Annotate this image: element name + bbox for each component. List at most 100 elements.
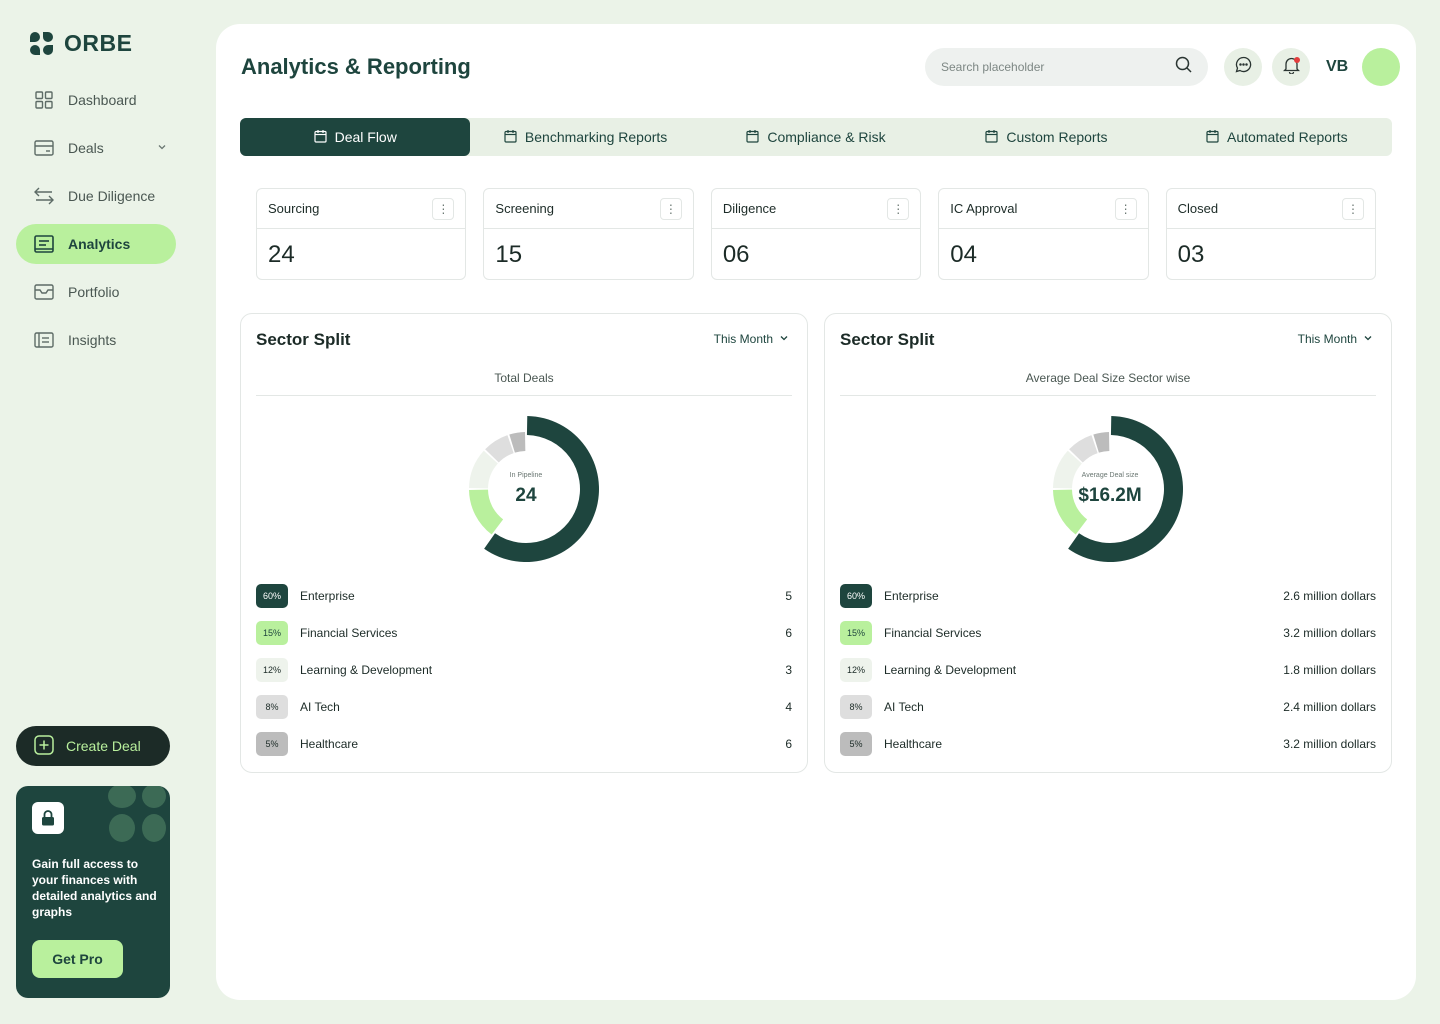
donut-slice-financial-services (1053, 489, 1088, 535)
search-bar[interactable] (925, 48, 1208, 86)
legend-row: 8% AI Tech 2.4 million dollars (840, 695, 1376, 719)
sector-value: 1.8 million dollars (1283, 663, 1376, 677)
sector-split-card-average-deal-size: Sector Split This Month Average Deal Siz… (824, 313, 1392, 773)
period-dropdown[interactable]: This Month (1298, 332, 1373, 346)
search-icon[interactable] (1175, 56, 1192, 78)
plus-square-icon (34, 734, 54, 758)
sector-name: Learning & Development (300, 663, 433, 677)
sidebar-item-portfolio[interactable]: Portfolio (16, 272, 176, 312)
sidebar-item-label: Deals (68, 140, 104, 156)
sector-name: Learning & Development (884, 663, 1017, 677)
sidebar-item-due-diligence[interactable]: Due Diligence (16, 176, 176, 216)
tab-label: Compliance & Risk (767, 129, 886, 145)
card-subtitle: Total Deals (256, 371, 792, 396)
percent-badge: 8% (840, 695, 872, 719)
stat-value: 24 (268, 241, 295, 268)
tab-label: Benchmarking Reports (524, 129, 668, 145)
percent-badge: 15% (840, 621, 872, 645)
messages-button[interactable] (1224, 48, 1262, 86)
avatar[interactable] (1362, 48, 1400, 86)
decorative-leaves-icon (108, 786, 166, 842)
create-deal-label: Create Deal (66, 738, 141, 754)
tab-label: Custom Reports (1006, 129, 1108, 145)
legend-row: 12% Learning & Development 1.8 million d… (840, 658, 1376, 682)
sidebar-item-label: Dashboard (68, 92, 137, 108)
percent-badge: 60% (840, 584, 872, 608)
donut-slice-ai-tech (485, 435, 514, 463)
donut-center-label: Average Deal size (1081, 471, 1139, 479)
search-input[interactable] (941, 60, 1175, 74)
sector-name: Financial Services (884, 626, 982, 640)
bell-icon (1282, 56, 1300, 79)
tab-custom-reports[interactable]: Custom Reports (931, 118, 1161, 156)
more-vertical-icon[interactable]: ⋮ (1342, 197, 1365, 220)
sidebar-item-deals[interactable]: Deals (16, 128, 176, 168)
page-title: Analytics & Reporting (241, 54, 471, 79)
calendar-icon (985, 129, 998, 146)
stat-card-ic-approval: IC Approval ⋮ 04 (938, 188, 1149, 280)
percent-badge: 12% (256, 658, 288, 682)
percent-badge: 15% (256, 621, 288, 645)
sector-legend: 60% Enterprise 2.6 million dollars 15% F… (840, 584, 1376, 769)
stat-card-closed: Closed ⋮ 03 (1165, 188, 1377, 280)
sector-value: 6 (785, 626, 792, 640)
pipeline-stats: Sourcing ⋮ 24 Screening ⋮ 15 Diligence ⋮ 06… (256, 188, 1377, 280)
stat-value: 06 (722, 241, 750, 268)
sector-name: Financial Services (300, 626, 398, 640)
brand-name: ORBE (64, 30, 133, 56)
sector-value: 2.6 million dollars (1283, 589, 1376, 603)
legend-row: 60% Enterprise 5 (256, 584, 792, 608)
create-deal-button[interactable]: Create Deal (16, 726, 170, 766)
report-tabs: Deal Flow Benchmarking Reports Complianc… (240, 118, 1392, 156)
more-vertical-icon[interactable]: ⋮ (432, 197, 455, 220)
stat-card-diligence: Diligence ⋮ 06 (710, 188, 922, 280)
stat-card-screening: Screening ⋮ 15 (483, 188, 694, 280)
stat-label: Screening (495, 201, 554, 216)
tab-label: Automated Reports (1227, 129, 1348, 145)
sidebar-item-label: Due Diligence (68, 188, 156, 204)
donut-slice-enterprise (1068, 416, 1183, 562)
sidebar-item-label: Portfolio (68, 284, 120, 300)
donut-center-label: In Pipeline (509, 471, 543, 479)
chevron-down-icon[interactable] (156, 140, 168, 156)
calendar-icon (313, 129, 327, 146)
sidebar-item-analytics[interactable]: Analytics (16, 224, 176, 264)
percent-badge: 12% (840, 658, 872, 682)
percent-badge: 5% (256, 732, 288, 756)
sector-value: 2.4 million dollars (1283, 700, 1376, 714)
notifications-button[interactable] (1272, 48, 1310, 86)
tab-deal-flow[interactable]: Deal Flow (240, 118, 471, 156)
sidebar-item-dashboard[interactable]: Dashboard (16, 80, 176, 120)
period-dropdown[interactable]: This Month (714, 332, 789, 346)
stat-label: IC Approval (950, 201, 1018, 216)
sector-split-card-total-deals: Sector Split This Month Total Deals In P… (240, 313, 808, 773)
more-vertical-icon[interactable]: ⋮ (1114, 197, 1137, 220)
donut-slice-learning-development (469, 450, 498, 489)
more-vertical-icon[interactable]: ⋮ (659, 197, 682, 220)
tab-benchmarking-reports[interactable]: Benchmarking Reports (470, 118, 700, 156)
legend-row: 15% Financial Services 3.2 million dolla… (840, 621, 1376, 645)
brand-logo[interactable]: ORBE (30, 30, 132, 57)
sidebar-item-label: Insights (68, 332, 117, 348)
sector-name: Healthcare (884, 737, 943, 751)
chat-bubble-icon (1235, 56, 1252, 78)
tab-compliance-risk[interactable]: Compliance & Risk (701, 118, 931, 156)
donut-slice-healthcare (1093, 432, 1110, 453)
sidebar-item-insights[interactable]: Insights (16, 320, 176, 360)
deals-icon (34, 138, 54, 158)
donut-center-value: 24 (515, 484, 537, 506)
sector-value: 6 (785, 737, 792, 751)
sidebar: ORBE Dashboard Deals Due Diligence (0, 0, 200, 1024)
get-pro-button[interactable]: Get Pro (32, 940, 123, 978)
user-initials[interactable]: VB (1326, 58, 1349, 75)
card-title: Sector Split (256, 330, 351, 349)
donut-slice-healthcare (509, 432, 526, 453)
donut-slice-learning-development (1053, 450, 1082, 489)
card-subtitle: Average Deal Size Sector wise (840, 371, 1376, 396)
more-vertical-icon[interactable]: ⋮ (887, 197, 910, 220)
stat-value: 03 (1177, 241, 1205, 268)
sector-name: AI Tech (884, 700, 924, 714)
dashboard-icon (34, 90, 54, 110)
tab-automated-reports[interactable]: Automated Reports (1162, 118, 1392, 156)
portfolio-icon (34, 282, 54, 302)
